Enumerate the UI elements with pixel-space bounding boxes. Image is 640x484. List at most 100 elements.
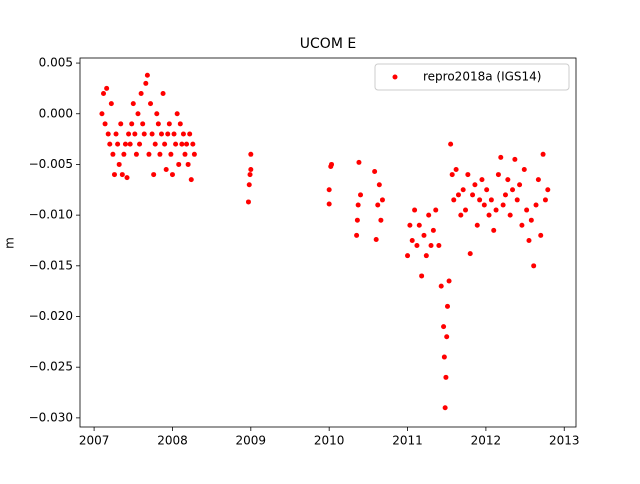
y-tick-label: −0.010 <box>29 208 73 222</box>
data-point <box>111 172 117 178</box>
data-point <box>151 172 157 178</box>
y-tick-label: −0.025 <box>29 360 73 374</box>
plot-frame <box>79 57 577 428</box>
data-point <box>329 161 335 167</box>
data-point <box>446 278 452 284</box>
data-point <box>138 90 144 96</box>
data-point <box>182 151 188 157</box>
data-point <box>174 111 180 117</box>
data-point <box>481 202 487 208</box>
data-point <box>155 121 161 127</box>
data-point <box>498 154 504 160</box>
data-point <box>474 222 480 228</box>
data-point <box>533 202 539 208</box>
data-point <box>531 263 537 269</box>
data-point <box>246 182 252 188</box>
data-point <box>433 207 439 213</box>
data-point <box>180 131 186 137</box>
data-point <box>185 161 191 167</box>
data-point <box>378 217 384 223</box>
data-point <box>101 90 107 96</box>
data-point <box>247 172 253 178</box>
data-point <box>444 334 450 340</box>
data-point <box>165 131 171 137</box>
data-point <box>444 303 450 309</box>
data-point <box>491 227 497 233</box>
data-point <box>133 151 139 157</box>
data-point <box>479 177 485 183</box>
data-point <box>528 217 534 223</box>
data-point <box>130 101 136 107</box>
data-point <box>126 131 132 137</box>
data-point <box>176 161 182 167</box>
data-point <box>517 182 523 188</box>
data-point <box>463 207 469 213</box>
data-point <box>354 217 360 223</box>
data-point <box>441 354 447 360</box>
x-tick-label: 2012 <box>471 434 502 448</box>
data-point <box>507 212 513 218</box>
data-point <box>173 141 179 147</box>
data-point <box>455 192 461 198</box>
data-point <box>105 131 111 137</box>
data-point <box>121 151 127 157</box>
data-point <box>467 251 473 257</box>
data-point <box>113 131 119 137</box>
data-point <box>356 159 362 165</box>
data-point <box>409 237 415 243</box>
data-point <box>162 141 168 147</box>
data-point <box>470 192 476 198</box>
data-point <box>472 182 478 188</box>
data-point <box>118 121 124 127</box>
data-point <box>458 212 464 218</box>
data-point <box>419 273 425 279</box>
data-point <box>245 199 251 205</box>
data-point <box>171 131 177 137</box>
data-point <box>122 141 128 147</box>
data-point <box>505 177 511 183</box>
data-point <box>526 237 532 243</box>
data-point <box>423 253 429 259</box>
data-point <box>187 131 193 137</box>
y-axis-label: m <box>3 237 17 249</box>
data-point <box>500 202 506 208</box>
data-point <box>538 232 544 238</box>
data-point <box>375 202 381 208</box>
data-point <box>495 172 501 178</box>
data-point <box>248 167 254 173</box>
data-point <box>129 121 135 127</box>
data-point <box>438 283 444 289</box>
data-point <box>379 197 385 203</box>
data-point <box>442 405 448 411</box>
y-tick-label: −0.005 <box>29 157 73 171</box>
data-point <box>108 101 114 107</box>
data-point <box>191 151 197 157</box>
data-point <box>124 175 130 181</box>
data-point <box>502 192 508 198</box>
data-point <box>140 121 146 127</box>
data-point <box>168 151 174 157</box>
data-point <box>421 232 427 238</box>
data-point <box>119 172 125 178</box>
data-point <box>102 121 108 127</box>
data-point <box>99 111 105 117</box>
data-point <box>405 253 411 259</box>
x-tick-label: 2010 <box>314 434 345 448</box>
data-point <box>184 141 190 147</box>
data-point <box>407 222 413 228</box>
data-point <box>116 161 122 167</box>
data-point <box>451 197 457 203</box>
data-point <box>465 172 471 178</box>
data-point <box>449 172 455 178</box>
data-point <box>441 324 447 330</box>
y-tick-label: −0.015 <box>29 258 73 272</box>
data-point <box>148 101 154 107</box>
data-point <box>146 151 152 157</box>
data-point <box>416 222 422 228</box>
data-point <box>135 111 141 117</box>
data-point <box>477 197 483 203</box>
data-point <box>188 177 194 183</box>
data-point <box>143 80 149 86</box>
data-point <box>190 141 196 147</box>
